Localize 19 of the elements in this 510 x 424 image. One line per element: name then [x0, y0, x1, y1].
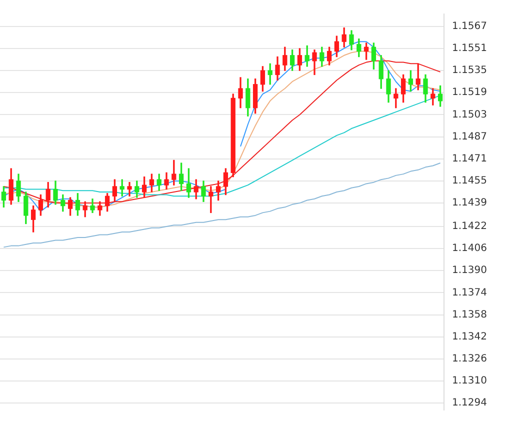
y-tick-label: 1.1519 — [452, 87, 487, 98]
y-tick-label: 1.1471 — [452, 153, 487, 164]
y-tick-label: 1.1326 — [452, 354, 487, 365]
y-tick-label: 1.1567 — [452, 21, 487, 32]
y-tick-label: 1.1310 — [452, 376, 487, 387]
y-tick-label: 1.1455 — [452, 176, 487, 187]
y-tick-label: 1.1551 — [452, 43, 487, 54]
y-tick-label: 1.1406 — [452, 243, 487, 254]
candlestick — [127, 182, 132, 196]
y-tick-label: 1.1358 — [452, 309, 487, 320]
y-tick-label: 1.1294 — [452, 398, 487, 409]
y-tick-label: 1.1503 — [452, 109, 487, 120]
y-tick-label: 1.1390 — [452, 265, 487, 276]
y-tick-label: 1.1439 — [452, 198, 487, 209]
y-tick-label: 1.1374 — [452, 287, 487, 298]
y-tick-label: 1.1535 — [452, 65, 487, 76]
y-tick-label: 1.1422 — [452, 221, 487, 232]
y-tick-label: 1.1487 — [452, 131, 487, 142]
y-tick-label: 1.1342 — [452, 331, 487, 342]
